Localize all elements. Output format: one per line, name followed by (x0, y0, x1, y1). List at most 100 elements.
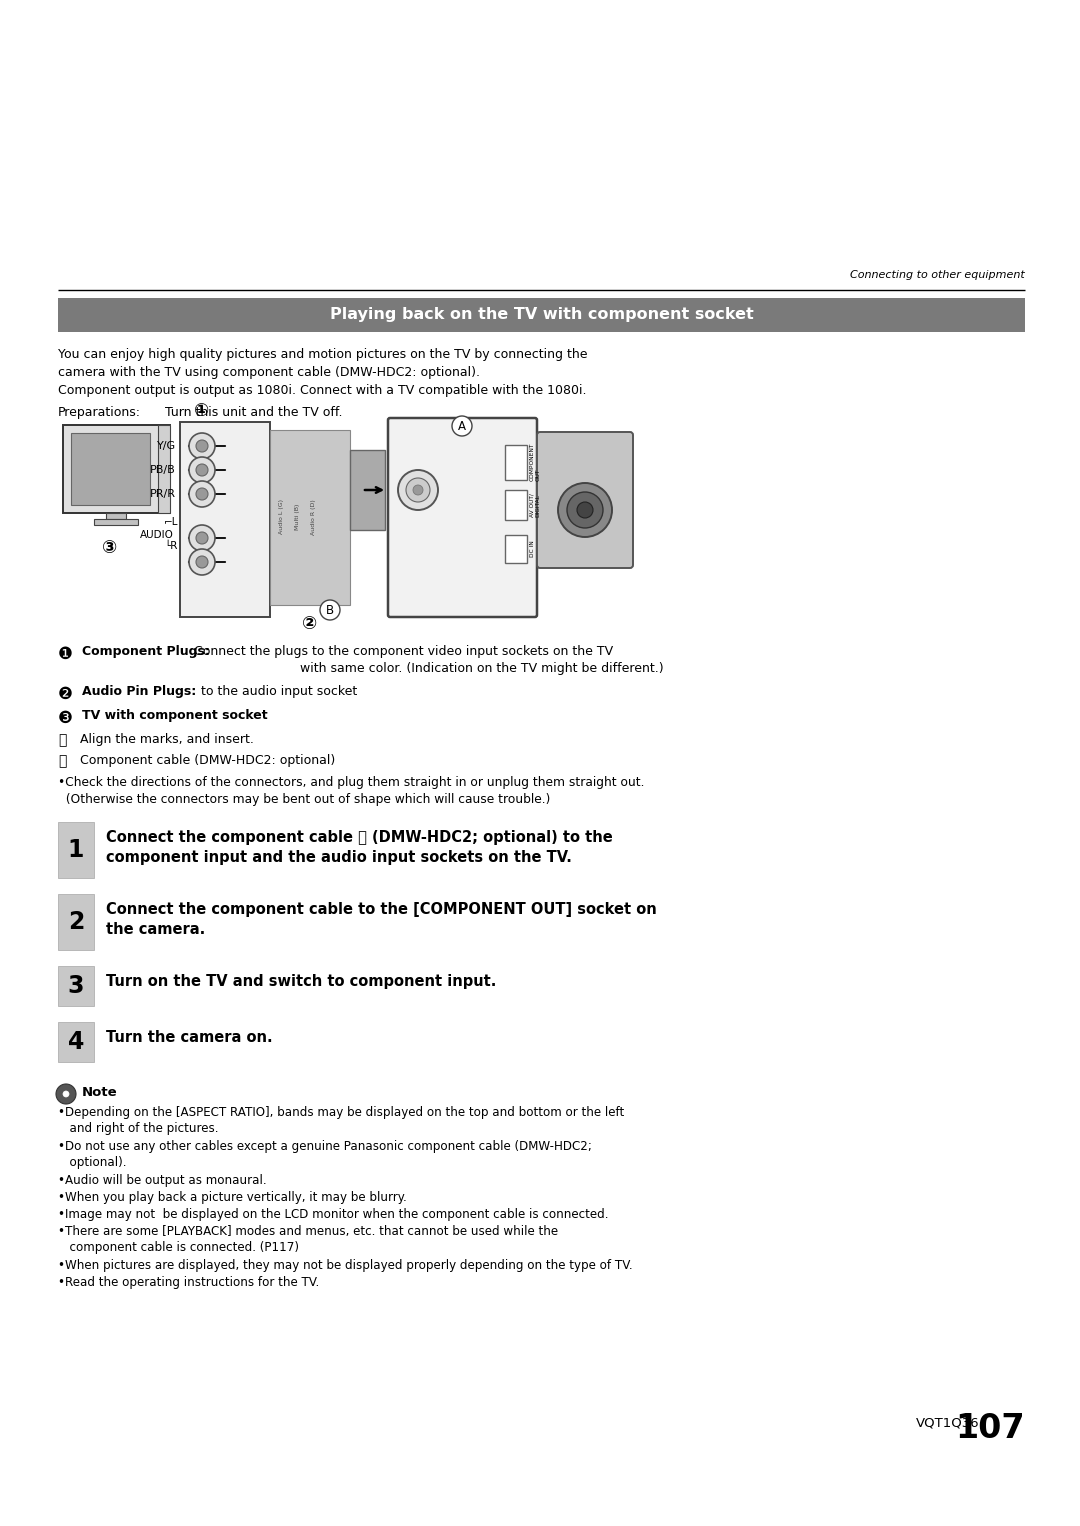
Text: 1: 1 (68, 838, 84, 862)
Text: Turn this unit and the TV off.: Turn this unit and the TV off. (153, 406, 342, 420)
Text: Connecting to other equipment: Connecting to other equipment (850, 270, 1025, 279)
Text: (Otherwise the connectors may be bent out of shape which will cause trouble.): (Otherwise the connectors may be bent ou… (62, 794, 551, 806)
Text: PB/B: PB/B (150, 465, 176, 475)
Circle shape (195, 488, 208, 501)
Text: 3: 3 (68, 974, 84, 998)
Text: Component Plugs:: Component Plugs: (82, 645, 210, 658)
Circle shape (453, 417, 472, 436)
Text: ①: ① (194, 401, 210, 420)
Text: └R: └R (164, 542, 178, 551)
Text: Multi (B): Multi (B) (296, 504, 300, 530)
Circle shape (577, 502, 593, 517)
Text: You can enjoy high quality pictures and motion pictures on the TV by connecting : You can enjoy high quality pictures and … (58, 348, 588, 362)
Text: Preparations:: Preparations: (58, 406, 141, 420)
Circle shape (195, 533, 208, 543)
Text: AUDIO: AUDIO (140, 530, 174, 540)
Text: ❷: ❷ (58, 685, 72, 703)
Circle shape (189, 481, 215, 507)
Text: •Depending on the [ASPECT RATIO], bands may be displayed on the top and bottom o: •Depending on the [ASPECT RATIO], bands … (58, 1106, 624, 1119)
Text: •Read the operating instructions for the TV.: •Read the operating instructions for the… (58, 1276, 320, 1289)
Text: PR/R: PR/R (150, 488, 176, 499)
Text: Y/G: Y/G (157, 441, 176, 452)
FancyBboxPatch shape (537, 432, 633, 568)
Text: Audio L (G): Audio L (G) (280, 499, 284, 534)
Text: ③: ③ (103, 539, 118, 557)
Bar (270, 430, 350, 604)
Text: 2: 2 (68, 909, 84, 934)
FancyBboxPatch shape (388, 418, 537, 617)
Text: •Image may not  be displayed on the LCD monitor when the component cable is conn: •Image may not be displayed on the LCD m… (58, 1209, 608, 1221)
Text: Ⓑ: Ⓑ (58, 754, 66, 768)
Bar (505, 490, 527, 520)
Bar (350, 450, 384, 530)
Text: optional).: optional). (62, 1157, 126, 1169)
Circle shape (558, 484, 612, 537)
Bar (58, 894, 94, 951)
Circle shape (189, 456, 215, 484)
Text: component cable is connected. (P117): component cable is connected. (P117) (62, 1241, 299, 1254)
Text: •Check the directions of the connectors, and plug them straight in or unplug the: •Check the directions of the connectors,… (58, 777, 645, 789)
Text: 4: 4 (68, 1030, 84, 1054)
Text: Connect the component cable to the [COMPONENT OUT] socket on: Connect the component cable to the [COMP… (106, 902, 657, 917)
Text: camera with the TV using component cable (DMW-HDC2: optional).: camera with the TV using component cable… (58, 366, 480, 378)
Text: Playing back on the TV with component socket: Playing back on the TV with component so… (329, 308, 754, 322)
Text: Align the marks, and insert.: Align the marks, and insert. (80, 732, 254, 746)
Text: Ⓐ: Ⓐ (58, 732, 66, 748)
Bar (106, 513, 126, 519)
Circle shape (413, 485, 423, 494)
Bar (58, 1022, 94, 1062)
Text: the camera.: the camera. (106, 922, 205, 937)
Text: VQT1Q36: VQT1Q36 (916, 1418, 980, 1430)
Text: ❸: ❸ (58, 710, 72, 726)
Text: with same color. (Indication on the TV might be different.): with same color. (Indication on the TV m… (208, 662, 663, 674)
Text: Audio R (D): Audio R (D) (311, 499, 316, 536)
Text: 107: 107 (956, 1412, 1025, 1445)
Bar (505, 446, 527, 481)
Circle shape (320, 600, 340, 620)
Bar (505, 536, 527, 563)
Text: TV with component socket: TV with component socket (82, 710, 268, 722)
Circle shape (189, 433, 215, 459)
Bar (58, 298, 1025, 333)
Bar (180, 423, 270, 617)
Circle shape (567, 491, 603, 528)
Text: ⌐L: ⌐L (163, 517, 178, 526)
Text: Turn on the TV and switch to component input.: Turn on the TV and switch to component i… (106, 974, 497, 989)
Text: •There are some [PLAYBACK] modes and menus, etc. that cannot be used while the: •There are some [PLAYBACK] modes and men… (58, 1225, 558, 1238)
Bar (63, 426, 170, 513)
Text: component input and the audio input sockets on the TV.: component input and the audio input sock… (106, 850, 572, 865)
Bar (158, 426, 170, 513)
Bar (58, 823, 94, 877)
Circle shape (195, 555, 208, 568)
Circle shape (399, 470, 438, 510)
Text: •When you play back a picture vertically, it may be blurry.: •When you play back a picture vertically… (58, 1190, 407, 1204)
Bar (58, 966, 94, 1006)
Text: •When pictures are displayed, they may not be displayed properly depending on th: •When pictures are displayed, they may n… (58, 1259, 633, 1273)
Text: Component cable (DMW-HDC2: optional): Component cable (DMW-HDC2: optional) (80, 754, 335, 768)
Text: DC IN: DC IN (530, 540, 535, 557)
Text: Component output is output as 1080i. Connect with a TV compatible with the 1080i: Component output is output as 1080i. Con… (58, 385, 586, 397)
Text: COMPONENT
OUT: COMPONENT OUT (530, 443, 541, 481)
Text: Note: Note (82, 1087, 118, 1099)
Text: AV OUT/
DIGITAL: AV OUT/ DIGITAL (530, 493, 541, 517)
Circle shape (195, 464, 208, 476)
Circle shape (195, 439, 208, 452)
Circle shape (406, 478, 430, 502)
Text: •Do not use any other cables except a genuine Panasonic component cable (DMW-HDC: •Do not use any other cables except a ge… (58, 1140, 592, 1154)
Bar (94, 519, 138, 525)
Bar (71, 433, 150, 505)
Text: A: A (458, 420, 465, 432)
Circle shape (189, 549, 215, 575)
Text: ❶: ❶ (58, 645, 72, 662)
Text: ②: ② (302, 615, 318, 633)
Text: Audio Pin Plugs:: Audio Pin Plugs: (82, 685, 197, 697)
Text: •Audio will be output as monaural.: •Audio will be output as monaural. (58, 1173, 267, 1187)
Circle shape (56, 1083, 76, 1103)
Text: Turn the camera on.: Turn the camera on. (106, 1030, 272, 1045)
Text: to the audio input socket: to the audio input socket (185, 685, 357, 697)
Text: B: B (326, 603, 334, 617)
Text: and right of the pictures.: and right of the pictures. (62, 1122, 218, 1135)
Circle shape (189, 525, 215, 551)
Text: Connect the component cable Ⓑ (DMW-HDC2; optional) to the: Connect the component cable Ⓑ (DMW-HDC2;… (106, 830, 612, 845)
Text: Connect the plugs to the component video input sockets on the TV: Connect the plugs to the component video… (190, 645, 613, 658)
